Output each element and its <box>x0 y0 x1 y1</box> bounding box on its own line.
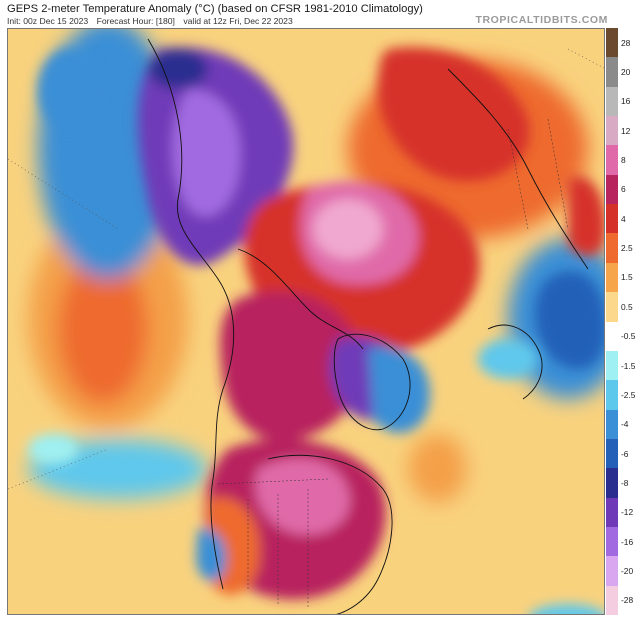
map-title: GEPS 2-meter Temperature Anomaly (°C) (b… <box>7 3 423 15</box>
colorbar-segment <box>606 556 618 587</box>
canada-arctic-warm <box>220 291 360 441</box>
chukotka-cold <box>148 49 208 89</box>
north-siberia-warm <box>378 47 530 181</box>
hawaii-cool <box>28 434 78 464</box>
greenland-cold-edge <box>368 347 430 433</box>
colorbar-tick-label: -8 <box>621 477 629 488</box>
colorbar-segment <box>606 468 618 499</box>
colorbar-segment <box>606 292 618 322</box>
colorbar-tick-label: 6 <box>621 184 626 195</box>
colorbar-tick-label: 4 <box>621 213 626 224</box>
colorbar-tick-label: 2.5 <box>621 243 633 254</box>
map-subtitle: Init: 00z Dec 15 2023 Forecast Hour: [18… <box>7 16 299 26</box>
colorbar-tick-label: 0.5 <box>621 301 633 312</box>
colorbar-tick-label: -20 <box>621 565 634 576</box>
graticule <box>8 48 604 490</box>
colorbar-segment <box>606 28 618 58</box>
colorbar-tick-label: 8 <box>621 155 626 166</box>
colorbar-tick-label: -4 <box>621 419 629 430</box>
colorbar-segment <box>606 526 618 557</box>
colorbar-segment <box>606 321 618 352</box>
temperature-anomaly-map <box>7 28 605 615</box>
east-siberia-coldest <box>172 89 241 217</box>
colorbar-segment <box>606 497 618 528</box>
bering-cold <box>38 49 98 129</box>
europe-cold-core <box>535 271 604 369</box>
colorbar <box>606 28 618 616</box>
colorbar-tick-label: -16 <box>621 536 634 547</box>
colorbar-labels: 28 20 16 12 8 6 4 2.5 1.5 0.5 -0.5 -1.5 -2.5 -4 -6 -8 -1… <box>619 28 640 615</box>
greenland-coastline <box>333 333 411 431</box>
colorbar-tick-label: -28 <box>621 595 634 606</box>
colorbar-segment <box>606 174 618 205</box>
eurasia-coastline <box>447 68 589 270</box>
colorbar-tick-label: -12 <box>621 507 634 518</box>
colorbar-segment <box>606 438 618 469</box>
colorbar-tick-label: 16 <box>621 96 631 107</box>
pacific-coastline <box>147 38 235 590</box>
colorbar-segment <box>606 116 618 146</box>
colorbar-tick-label: -1.5 <box>621 360 636 371</box>
pacific-warm-core <box>58 254 148 404</box>
valid-time: valid at 12z Fri, Dec 22 2023 <box>183 16 293 26</box>
colorbar-segment <box>606 204 618 234</box>
eastern-us-coastline <box>267 454 393 614</box>
colorbar-segment <box>606 350 618 381</box>
colorbar-segment <box>606 57 618 88</box>
colorbar-tick-label: -0.5 <box>621 331 636 342</box>
graticule-line-1 <box>8 158 119 230</box>
asia-borders <box>507 118 569 230</box>
coastlines <box>147 38 589 614</box>
forecast-hour: Forecast Hour: [180] <box>96 16 175 26</box>
colorbar-segment <box>606 409 618 440</box>
init-time: Init: 00z Dec 15 2023 <box>7 16 89 26</box>
gulf-cool <box>530 604 604 614</box>
colorbar-tick-label: 28 <box>621 37 631 48</box>
colorbar-tick-label: -2.5 <box>621 389 636 400</box>
atlantic-warm-spot <box>408 434 468 504</box>
scandinavia-cool <box>478 339 538 379</box>
colorbar-segment <box>606 585 618 616</box>
colorbar-tick-label: -6 <box>621 448 629 459</box>
header: GEPS 2-meter Temperature Anomaly (°C) (b… <box>0 0 640 28</box>
colorbar-segment <box>606 380 618 411</box>
europe-coastline <box>487 324 543 400</box>
colorbar-segment <box>606 262 618 293</box>
borders <box>217 118 569 609</box>
site-brand: TROPICALTIDBITS.COM <box>475 14 608 26</box>
colorbar-tick-label: 20 <box>621 67 631 78</box>
colorbar-tick-label: 1.5 <box>621 272 633 283</box>
anomaly-field-detail <box>28 47 604 614</box>
north-america-warm-core <box>255 458 350 535</box>
map-svg <box>8 29 604 614</box>
central-asia-warm <box>568 176 604 256</box>
colorbar-tick-label: 12 <box>621 125 631 136</box>
us-state-lines <box>247 489 309 609</box>
colorbar-segment <box>606 233 618 264</box>
colorbar-segment <box>606 86 618 117</box>
arctic-warm-peak <box>313 199 383 259</box>
colorbar-segment <box>606 145 618 176</box>
